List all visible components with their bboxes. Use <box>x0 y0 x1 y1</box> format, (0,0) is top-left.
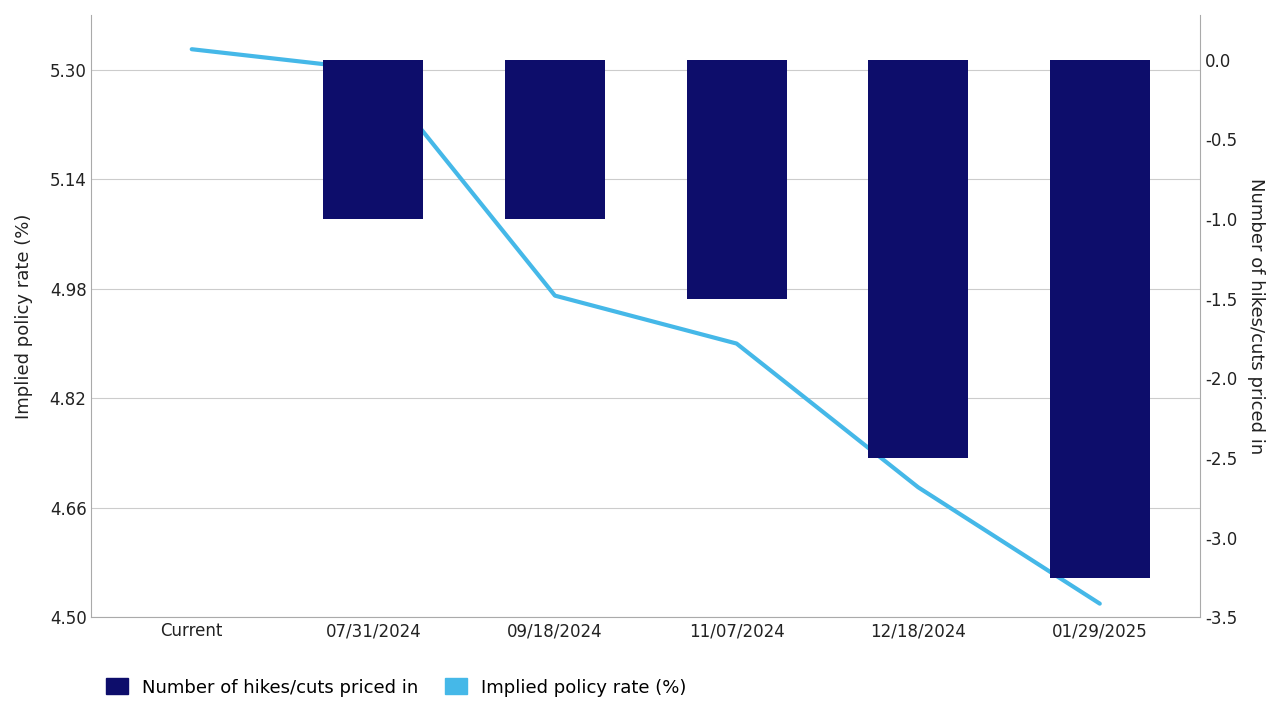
Bar <box>686 60 786 299</box>
Y-axis label: Implied policy rate (%): Implied policy rate (%) <box>15 214 33 419</box>
Bar <box>1050 60 1149 577</box>
Bar <box>324 60 424 219</box>
Bar <box>506 60 605 219</box>
Legend: Number of hikes/cuts priced in, Implied policy rate (%): Number of hikes/cuts priced in, Implied … <box>99 671 694 703</box>
Bar <box>868 60 968 458</box>
Y-axis label: Number of hikes/cuts priced in: Number of hikes/cuts priced in <box>1247 178 1265 454</box>
